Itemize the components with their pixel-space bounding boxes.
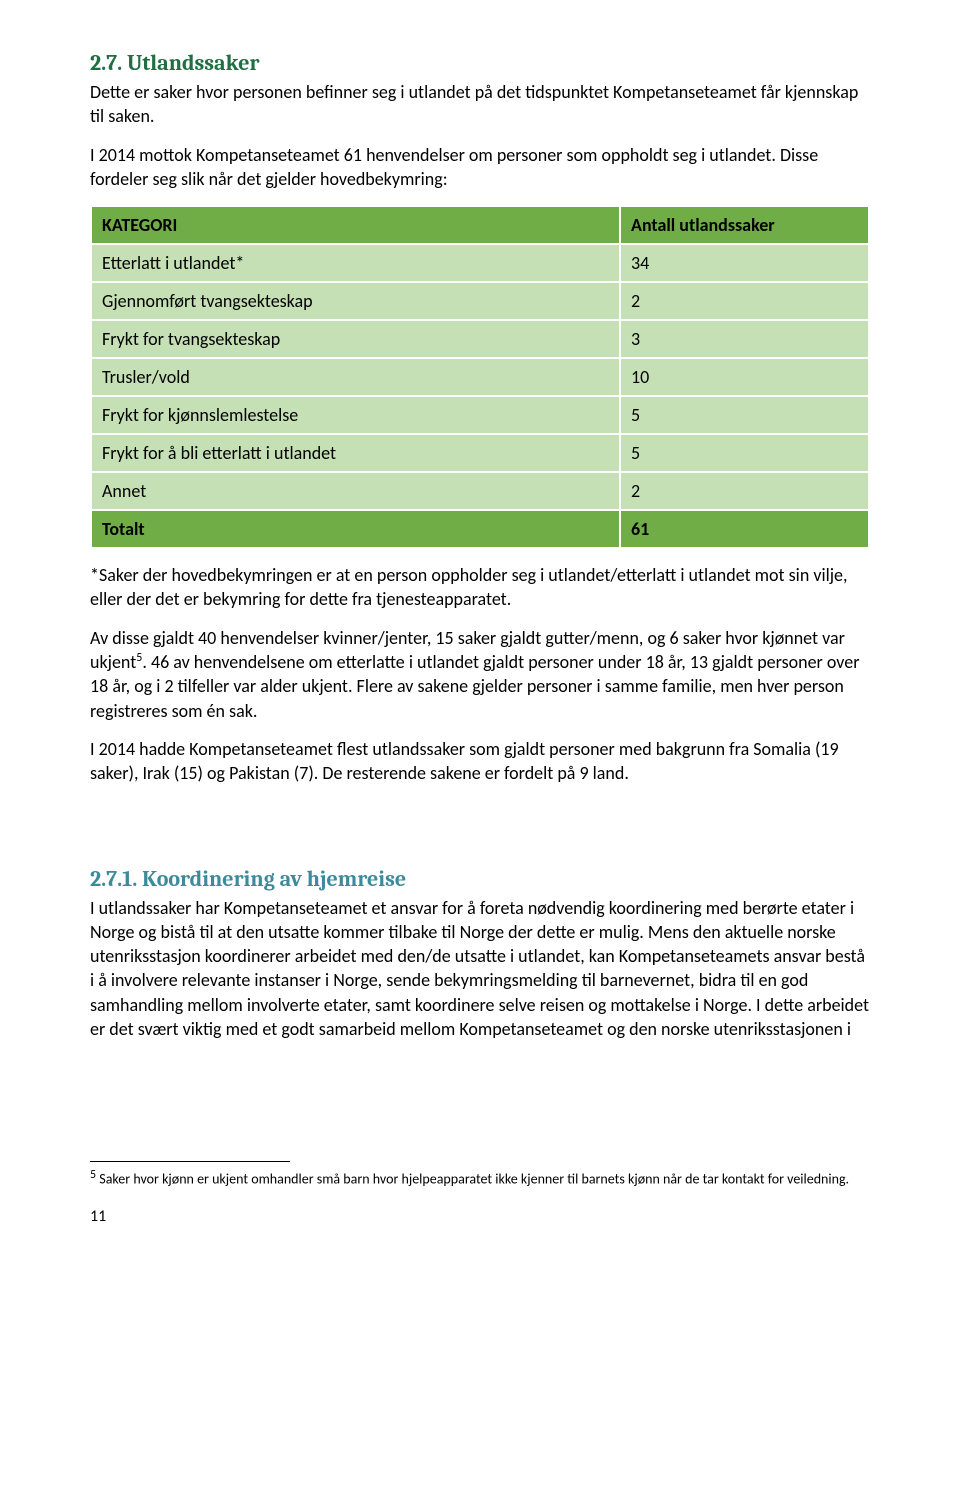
table-row: Trusler/vold10 [91, 358, 869, 396]
document-page: 2.7. Utlandssaker Dette er saker hvor pe… [0, 0, 960, 1276]
table-total-value: 61 [620, 510, 869, 548]
heading-2-7: 2.7. Utlandssaker [90, 50, 870, 76]
table-cell-value: 5 [620, 396, 869, 434]
page-footnote-5: 5 Saker hvor kjønn er ukjent omhandler s… [90, 1168, 870, 1189]
table-cell-value: 10 [620, 358, 869, 396]
table-header-row: KATEGORI Antall utlandssaker [91, 206, 869, 244]
table-cell-label: Trusler/vold [91, 358, 620, 396]
table-col-antall: Antall utlandssaker [620, 206, 869, 244]
para-after-table-1: Av disse gjaldt 40 henvendelser kvinner/… [90, 626, 870, 723]
star-note-text: *Saker der hovedbekymringen er at en per… [90, 564, 848, 610]
table-row: Etterlatt i utlandet*34 [91, 244, 869, 282]
table-total-label: Totalt [91, 510, 620, 548]
table-cell-label: Etterlatt i utlandet* [91, 244, 620, 282]
table-cell-value: 3 [620, 320, 869, 358]
table-col-kategori: KATEGORI [91, 206, 620, 244]
table-cell-label: Frykt for kjønnslemlestelse [91, 396, 620, 434]
table-row: Annet2 [91, 472, 869, 510]
footnote-5-text: Saker hvor kjønn er ukjent omhandler små… [96, 1171, 849, 1188]
table-cell-label: Frykt for tvangsekteskap [91, 320, 620, 358]
after-table-1b: . 46 av henvendelsene om etterlatte i ut… [90, 651, 859, 722]
category-table: KATEGORI Antall utlandssaker Etterlatt i… [90, 205, 870, 549]
heading-2-7-1: 2.7.1. Koordinering av hjemreise [90, 866, 870, 892]
table-cell-label: Annet [91, 472, 620, 510]
para-271-1: I utlandssaker har Kompetanseteamet et a… [90, 896, 870, 1042]
para-after-table-2: I 2014 hadde Kompetanseteamet flest utla… [90, 737, 870, 786]
table-total-row: Totalt61 [91, 510, 869, 548]
page-number: 11 [90, 1207, 870, 1226]
table-row: Frykt for å bli etterlatt i utlandet5 [91, 434, 869, 472]
para-27-2: I 2014 mottok Kompetanseteamet 61 henven… [90, 143, 870, 192]
table-row: Gjennomført tvangsekteskap2 [91, 282, 869, 320]
table-cell-label: Gjennomført tvangsekteskap [91, 282, 620, 320]
para-27-1: Dette er saker hvor personen befinner se… [90, 80, 870, 129]
footnote-separator [90, 1161, 290, 1162]
table-cell-value: 2 [620, 472, 869, 510]
table-cell-label: Frykt for å bli etterlatt i utlandet [91, 434, 620, 472]
table-row: Frykt for kjønnslemlestelse5 [91, 396, 869, 434]
table-cell-value: 2 [620, 282, 869, 320]
table-star-footnote: *Saker der hovedbekymringen er at en per… [90, 563, 870, 612]
table-cell-value: 34 [620, 244, 869, 282]
table-cell-value: 5 [620, 434, 869, 472]
table-row: Frykt for tvangsekteskap3 [91, 320, 869, 358]
